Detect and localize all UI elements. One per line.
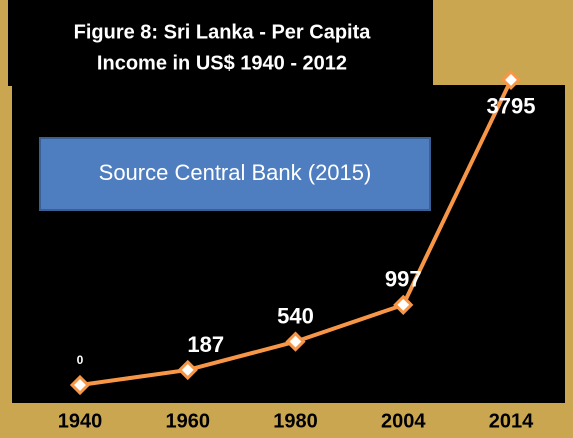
marker [500,69,522,91]
x-tick-label: 2004 [381,410,426,432]
data-label: 0 [77,353,84,367]
data-label: 3795 [487,94,536,119]
x-tick-label: 2014 [489,410,534,432]
marker [177,359,198,381]
data-label: 997 [385,267,422,292]
chart-title: Income in US$ 1940 - 2012 [97,52,347,74]
title-box [8,0,433,86]
plot-area [12,85,565,403]
x-tick-label: 1960 [166,410,211,432]
marker [69,374,91,396]
marker [393,294,414,315]
annotation-box [39,137,431,211]
annotation: Source Central Bank (2015) [99,160,372,185]
x-tick-label: 1940 [58,410,103,432]
x-tick-label: 1980 [273,410,318,432]
data-label: 540 [277,303,314,328]
data-label: 187 [187,332,224,357]
chart-title: Figure 8: Sri Lanka - Per Capita [74,21,372,43]
marker [285,331,306,352]
